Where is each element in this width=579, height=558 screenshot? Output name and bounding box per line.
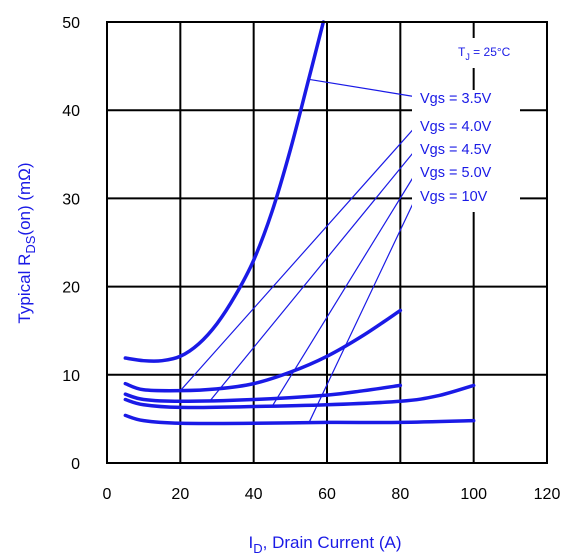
leader-line-2 — [209, 147, 418, 402]
y-tick-label: 10 — [62, 368, 80, 385]
x-tick-label: 40 — [245, 486, 263, 503]
y-tick-label: 40 — [62, 103, 80, 120]
y-tick-label: 50 — [62, 15, 80, 32]
tick-labels: 0 20 40 60 80 100 120 0 10 20 30 40 50 — [62, 15, 560, 503]
legend-entry-1: Vgs = 4.0V — [420, 119, 492, 135]
legend-entry-2: Vgs = 4.5V — [420, 142, 492, 158]
curves — [123, 20, 476, 426]
temperature-annotation: TJ = 25°C — [458, 45, 511, 62]
y-tick-label: 30 — [62, 191, 80, 208]
grid — [107, 22, 547, 463]
series-line-4 — [123, 413, 476, 426]
series-line-1 — [123, 308, 403, 393]
series-line-0 — [123, 20, 326, 363]
x-axis-title: ID, Drain Current (A) — [249, 533, 402, 556]
series-line-2 — [123, 383, 403, 404]
series-line-3 — [123, 383, 476, 410]
y-tick-label: 0 — [71, 456, 80, 473]
legend: Vgs = 3.5V Vgs = 4.0V Vgs = 4.5V Vgs = 5.0V… — [420, 91, 492, 205]
x-tick-label: 20 — [171, 486, 189, 503]
leader-line-4 — [308, 194, 418, 424]
legend-entry-4: Vgs = 10V — [420, 189, 488, 205]
leader-line-0 — [308, 78, 418, 98]
leader-line-3 — [271, 170, 418, 407]
leader-lines — [179, 78, 418, 424]
plot-frame — [106, 21, 548, 464]
x-tick-label: 0 — [103, 486, 112, 503]
leader-line-1 — [179, 124, 418, 392]
legend-background — [412, 90, 520, 212]
legend-entry-0: Vgs = 3.5V — [420, 91, 492, 107]
y-tick-label: 20 — [62, 280, 80, 297]
y-axis-title: Typical RDS(on) (mΩ) — [15, 162, 38, 323]
x-tick-label: 80 — [391, 486, 409, 503]
x-tick-label: 120 — [534, 486, 561, 503]
x-tick-label: 100 — [460, 486, 487, 503]
legend-entry-3: Vgs = 5.0V — [420, 165, 492, 181]
x-tick-label: 60 — [318, 486, 336, 503]
annotation-background — [444, 38, 546, 68]
